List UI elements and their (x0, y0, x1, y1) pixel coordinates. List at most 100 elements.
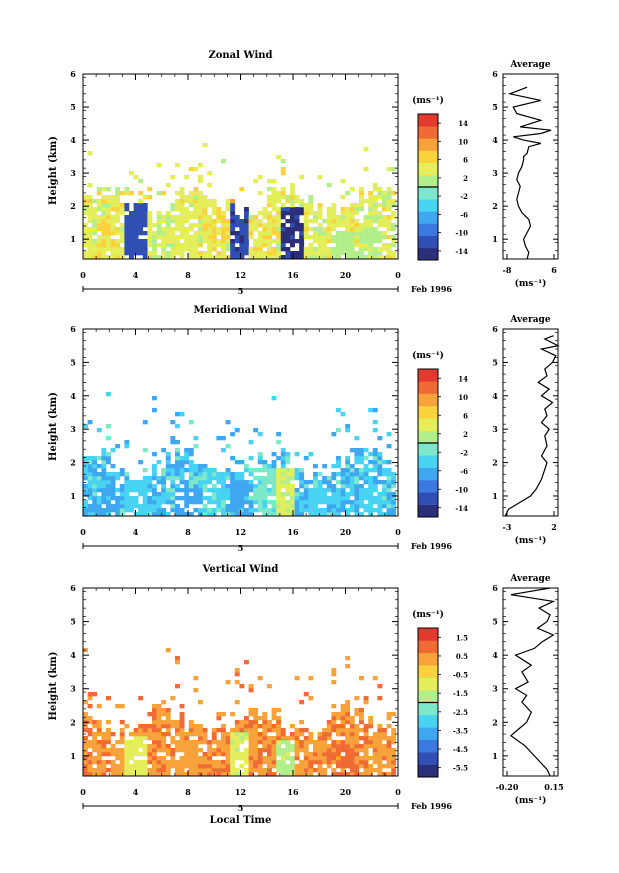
heatmap-cell (326, 247, 332, 252)
heatmap-cell (161, 772, 167, 777)
colorbar-unit: (ms⁻¹) (412, 350, 444, 361)
heatmap-cell (359, 472, 364, 477)
heatmap-cell (193, 203, 199, 208)
heatmap-cell (280, 736, 286, 741)
heatmap-cell (83, 500, 88, 505)
heatmap-cell (354, 696, 360, 701)
heatmap-cell (267, 772, 272, 777)
heatmap-cell (170, 736, 176, 741)
heatmap-cell (165, 772, 171, 777)
x-tick-label: 12 (235, 787, 246, 797)
heatmap-cell (280, 452, 286, 457)
heatmap-cell (207, 235, 213, 240)
heatmap-cell (248, 732, 254, 737)
heatmap-cell (87, 456, 93, 461)
heatmap-cell (322, 760, 328, 765)
heatmap-cell (193, 247, 199, 252)
heatmap-cell (257, 480, 263, 485)
heatmap-cell (170, 748, 176, 753)
heatmap-cell (340, 504, 346, 509)
heatmap-cell (198, 195, 203, 200)
heatmap-cell (267, 215, 272, 220)
heatmap-cell (303, 508, 309, 513)
heatmap-cell (363, 732, 369, 737)
heatmap-cell (377, 736, 383, 741)
heatmap-cell (280, 768, 286, 773)
heatmap-cell (156, 211, 162, 216)
x-tick-label: 12 (235, 527, 246, 537)
colorbar-segment (418, 690, 438, 703)
heatmap-cell (133, 231, 139, 236)
heatmap-cell (165, 243, 171, 248)
heatmap-cell (124, 247, 130, 252)
heatmap-cell (299, 243, 305, 248)
heatmap-cell (110, 480, 116, 485)
heatmap-cell (377, 235, 383, 240)
heatmap-cell (326, 251, 332, 256)
heatmap-cell (285, 504, 291, 509)
heatmap-cell (96, 504, 102, 509)
heatmap-cell (331, 472, 337, 477)
heatmap-cell (340, 500, 346, 505)
heatmap-cell (92, 512, 98, 517)
heatmap-cell (170, 219, 176, 224)
heatmap-cell (290, 768, 295, 773)
heatmap-cell (294, 736, 300, 741)
heatmap-cell (156, 460, 162, 465)
heatmap-cell (253, 227, 259, 232)
heatmap-cell (345, 239, 351, 244)
heatmap-cell (308, 195, 314, 200)
heatmap-cell (87, 740, 93, 745)
heatmap-cell (129, 496, 134, 501)
heatmap-cell (129, 227, 134, 232)
x-tick-label: 8 (185, 527, 191, 537)
heatmap-cell (188, 211, 194, 216)
heatmap-cell (188, 496, 194, 501)
heatmap-cell (152, 712, 157, 717)
average-x-tick-label: 2 (551, 522, 557, 532)
heatmap-cell (267, 472, 272, 477)
heatmap-cell (221, 764, 226, 769)
heatmap-cell (262, 756, 268, 761)
heatmap-cell (248, 744, 254, 749)
heatmap-cell (87, 720, 93, 725)
heatmap-cell (308, 508, 314, 513)
heatmap-cell (138, 199, 144, 204)
heatmap-cell (96, 512, 102, 517)
heatmap-cell (110, 748, 116, 753)
heatmap-cell (161, 476, 167, 481)
heatmap-cell (115, 187, 121, 192)
heatmap-cell (391, 239, 397, 244)
heatmap-cell (106, 219, 111, 224)
heatmap-cell (359, 716, 364, 721)
heatmap-cell (202, 239, 208, 244)
heatmap-cell (133, 748, 139, 753)
heatmap-cell (101, 207, 107, 212)
heatmap-cell (349, 464, 355, 469)
heatmap-cell (138, 764, 144, 769)
heatmap-cell (386, 748, 392, 753)
heatmap-cell (96, 724, 102, 729)
heatmap-cell (161, 724, 167, 729)
heatmap-cell (326, 732, 332, 737)
heatmap-cell (271, 215, 277, 220)
heatmap-cell (317, 492, 323, 497)
heatmap-cell (207, 512, 213, 517)
x-tick-label: 12 (235, 270, 246, 280)
colorbar-segment (418, 714, 438, 728)
colorbar-segment (418, 652, 438, 666)
heatmap-cell (322, 464, 328, 469)
heatmap-cell (184, 760, 190, 765)
y-tick-label: 6 (70, 69, 76, 79)
heatmap-cell (262, 488, 268, 493)
heatmap-cell (83, 760, 88, 765)
heatmap-cell (372, 476, 378, 481)
heatmap-cell (382, 215, 387, 220)
heatmap-cell (198, 740, 203, 745)
heatmap-cell (391, 480, 397, 485)
heatmap-cell (142, 203, 148, 208)
heatmap-cell (382, 243, 387, 248)
heatmap-cell (290, 504, 295, 509)
heatmap-cell (276, 239, 282, 244)
heatmap-cell (175, 504, 180, 509)
